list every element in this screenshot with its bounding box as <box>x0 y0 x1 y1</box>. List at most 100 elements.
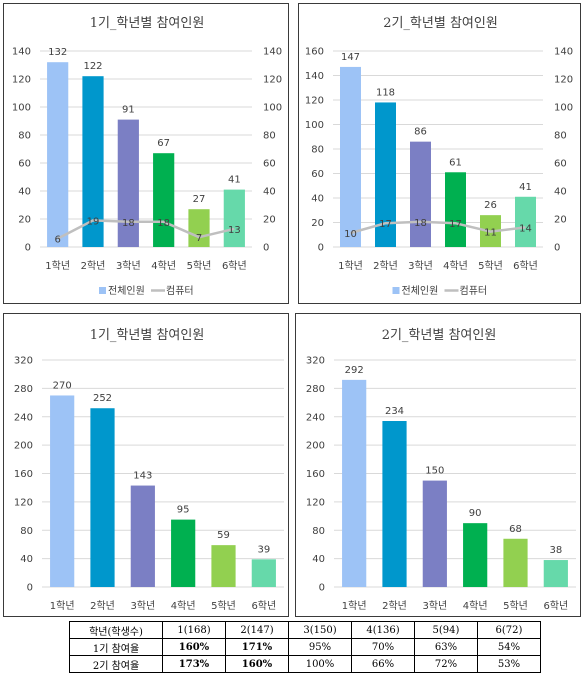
legend-swatch-bar <box>392 287 400 294</box>
secondary-y-tick-label: 0 <box>263 243 269 254</box>
y-tick-label: 20 <box>311 218 324 229</box>
y-tick-label: 0 <box>27 583 33 594</box>
secondary-y-tick-label: 20 <box>263 215 276 226</box>
x-tick-label: 6학년 <box>513 260 538 272</box>
x-tick-label: 4학년 <box>171 600 196 612</box>
chart-title: 2기_학년별 참여인원 <box>382 328 497 343</box>
bar <box>130 485 155 587</box>
line-value-label: 13 <box>228 225 241 236</box>
table-cell: 63% <box>414 638 478 656</box>
table-cell: 53% <box>477 655 541 673</box>
x-tick-label: 6학년 <box>251 600 276 612</box>
bar-value-label: 41 <box>228 175 241 186</box>
legend-label: 전체인원 <box>108 285 145 297</box>
x-tick-label: 3학년 <box>408 260 433 272</box>
bar-value-label: 234 <box>385 406 404 417</box>
bar-value-label: 143 <box>133 471 152 482</box>
bar-value-label: 26 <box>484 200 497 211</box>
y-tick-label: 120 <box>305 96 324 107</box>
bar-value-label: 118 <box>376 87 395 98</box>
x-tick-label: 2학년 <box>382 600 407 612</box>
bar <box>543 560 568 587</box>
x-tick-label: 3학년 <box>130 600 155 612</box>
y-tick-label: 200 <box>14 441 33 452</box>
x-tick-label: 2학년 <box>81 260 106 272</box>
bar-value-label: 39 <box>257 544 270 555</box>
table-header-cell: 학년(학생수) <box>69 621 163 639</box>
bar-value-label: 292 <box>345 365 364 376</box>
table-row: 1기 참여율 160% 171% 95% 70% 63% 54% <box>69 638 541 656</box>
table-row-label: 2기 참여율 <box>69 655 163 673</box>
y-tick-label: 200 <box>306 441 325 452</box>
secondary-y-tick-label: 80 <box>554 131 567 142</box>
y-tick-label: 60 <box>18 159 31 170</box>
table-header-cell: 3(150) <box>288 621 352 639</box>
x-tick-label: 1학년 <box>338 260 363 272</box>
bar-value-label: 38 <box>549 545 562 556</box>
secondary-y-tick-label: 80 <box>263 131 276 142</box>
secondary-y-tick-label: 100 <box>263 103 282 114</box>
bar <box>410 141 431 247</box>
chart-4-svg: 2기_학년별 참여인원 0 40 80 120 160 200 240 280 320 292 234… <box>306 328 576 612</box>
table-header-row: 학년(학생수) 1(168) 2(147) 3(150) 4(136) 5(94… <box>69 621 541 639</box>
bar <box>82 76 104 247</box>
bar-value-label: 270 <box>53 380 72 391</box>
bar <box>251 559 276 587</box>
table-header-cell: 1(168) <box>162 621 226 639</box>
bar-value-label: 41 <box>519 182 532 193</box>
table-cell: 72% <box>414 655 478 673</box>
y-tick-label: 240 <box>306 412 325 423</box>
chart-title: 1기_학년별 참여인원 <box>90 328 205 343</box>
y-tick-label: 0 <box>318 243 324 254</box>
bar-value-label: 27 <box>193 194 206 205</box>
x-tick-label: 5학년 <box>478 260 503 272</box>
line-value-label: 18 <box>122 218 135 229</box>
bar <box>340 66 361 247</box>
y-tick-label: 0 <box>319 583 325 594</box>
line-value-label: 14 <box>519 223 532 234</box>
secondary-y-tick-label: 120 <box>554 75 573 86</box>
y-tick-label: 140 <box>12 47 31 58</box>
y-tick-label: 240 <box>14 412 33 423</box>
y-tick-label: 40 <box>18 187 31 198</box>
bar-value-label: 61 <box>449 157 462 168</box>
bar-value-label: 95 <box>177 505 190 516</box>
bar <box>117 119 139 247</box>
table-header-cell: 2(147) <box>225 621 289 639</box>
bar-value-label: 86 <box>414 127 427 138</box>
y-tick-label: 60 <box>311 169 324 180</box>
y-tick-label: 140 <box>305 71 324 82</box>
legend-label: 전체인원 <box>402 285 439 297</box>
x-tick-label: 3학년 <box>116 260 141 272</box>
participation-table: 학년(학생수) 1(168) 2(147) 3(150) 4(136) 5(94… <box>69 621 541 673</box>
bar <box>503 538 528 587</box>
bar <box>211 545 236 587</box>
bar <box>47 62 69 248</box>
bar <box>463 523 488 587</box>
bar-value-label: 91 <box>122 105 135 116</box>
table-cell: 66% <box>351 655 415 673</box>
bar <box>90 408 115 587</box>
table-cell: 100% <box>288 655 352 673</box>
y-tick-label: 100 <box>12 103 31 114</box>
table-cell: 160% <box>162 638 226 656</box>
table-row: 2기 참여율 173% 160% 100% 66% 72% 53% <box>69 655 541 673</box>
bar-value-label: 132 <box>48 47 67 58</box>
line-value-label: 6 <box>54 235 60 246</box>
line-value-label: 19 <box>87 216 100 227</box>
x-tick-label: 2학년 <box>90 600 115 612</box>
x-tick-label: 1학년 <box>50 600 75 612</box>
y-tick-label: 160 <box>306 469 325 480</box>
line-value-label: 17 <box>379 219 392 230</box>
table-header-cell: 5(94) <box>414 621 478 639</box>
secondary-y-tick-label: 120 <box>263 75 282 86</box>
bar-value-label: 90 <box>469 508 482 519</box>
secondary-y-tick-label: 20 <box>554 215 567 226</box>
chart-panel-4: 2기_학년별 참여인원 0 40 80 120 160 200 240 280 320 292 234… <box>295 313 581 617</box>
secondary-y-tick-label: 140 <box>263 47 282 58</box>
y-tick-label: 120 <box>14 497 33 508</box>
table-cell: 173% <box>162 655 226 673</box>
x-tick-label: 4학년 <box>463 600 488 612</box>
line-value-label: 18 <box>157 218 170 229</box>
x-tick-label: 1학년 <box>45 260 70 272</box>
